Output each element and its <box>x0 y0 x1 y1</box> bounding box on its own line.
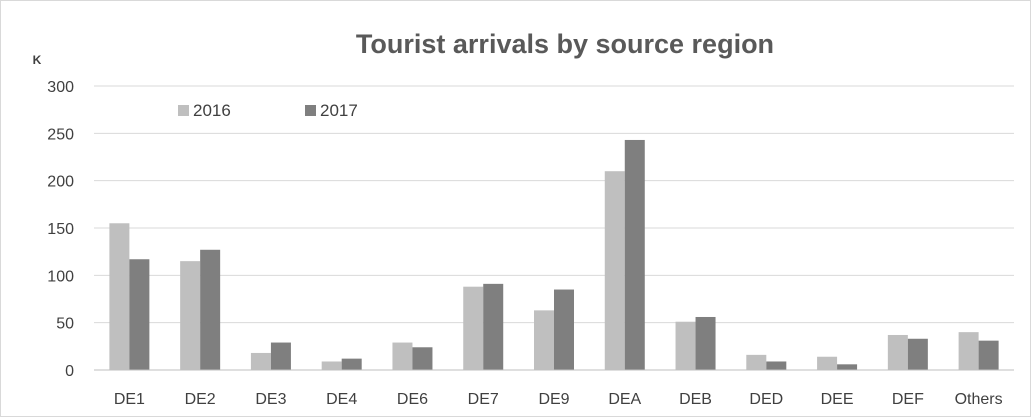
bar-2017-DEA <box>624 139 645 370</box>
bar-2017-DEB <box>695 316 716 370</box>
legend-label-2017: 2017 <box>320 101 358 120</box>
y-tick-label: 300 <box>47 79 74 96</box>
gridlines <box>94 85 1014 324</box>
legend-swatch-2016 <box>178 105 189 116</box>
x-tick-label: DE1 <box>114 391 145 408</box>
bar-2017-DE1 <box>129 259 150 370</box>
legend-label-2016: 2016 <box>193 101 231 120</box>
bar-2016-DE9 <box>534 310 554 370</box>
bar-2017-DEE <box>837 364 858 370</box>
bar-2016-DEA <box>604 171 625 370</box>
y-axis-ticks: 0 50 100 150 200 250 300 <box>47 79 74 380</box>
chart-title: Tourist arrivals by source region <box>356 29 774 59</box>
x-tick-label: DE6 <box>397 391 428 408</box>
x-tick-label: DE3 <box>255 391 286 408</box>
bar-2016-Others <box>958 332 979 370</box>
bar-2016-DE7 <box>463 286 484 370</box>
bars <box>109 139 999 370</box>
y-tick-label: 100 <box>47 268 74 285</box>
bar-2016-DE2 <box>180 261 201 370</box>
x-tick-label: DE9 <box>538 391 569 408</box>
x-tick-label: DE4 <box>326 391 357 408</box>
legend: 2016 2017 <box>178 101 358 120</box>
x-tick-label: DEE <box>821 391 854 408</box>
x-tick-label: Others <box>955 391 1003 408</box>
bar-2016-DE3 <box>250 352 271 370</box>
y-tick-label: 200 <box>47 174 74 191</box>
bar-2017-DED <box>766 361 787 370</box>
bar-2017-DE6 <box>412 347 433 370</box>
bar-2017-DE9 <box>554 289 574 370</box>
x-axis-ticks: DE1 DE2 DE3 DE4 DE6 DE7 DE9 DEA DEB DED DEE DEF Othe… <box>114 391 1003 408</box>
bar-2016-DED <box>746 354 767 370</box>
bar-2017-DEF <box>907 338 928 370</box>
x-tick-label: DEB <box>679 391 712 408</box>
x-tick-label: DEA <box>608 391 641 408</box>
y-tick-label: 50 <box>56 316 74 333</box>
legend-swatch-2017 <box>305 105 316 116</box>
y-tick-label: 0 <box>65 363 74 380</box>
bar-2017-DE2 <box>200 249 221 370</box>
bar-2017-DE4 <box>341 358 362 370</box>
bar-2016-DEE <box>817 356 838 370</box>
bar-2017-DE3 <box>270 342 291 370</box>
x-tick-label: DE7 <box>468 391 499 408</box>
bar-2016-DE4 <box>321 361 342 370</box>
bar-2016-DE6 <box>392 342 413 370</box>
bar-2016-DEF <box>887 334 908 370</box>
y-tick-label: 250 <box>47 126 74 143</box>
bar-2016-DE1 <box>109 223 130 370</box>
x-tick-label: DEF <box>892 391 924 408</box>
x-tick-label: DED <box>749 391 783 408</box>
bar-2016-DEB <box>675 321 696 370</box>
bar-2017-DE7 <box>483 283 504 370</box>
y-axis-unit-label: K <box>33 53 42 67</box>
bar-2017-Others <box>978 340 999 370</box>
y-tick-label: 150 <box>47 221 74 238</box>
x-tick-label: DE2 <box>185 391 216 408</box>
